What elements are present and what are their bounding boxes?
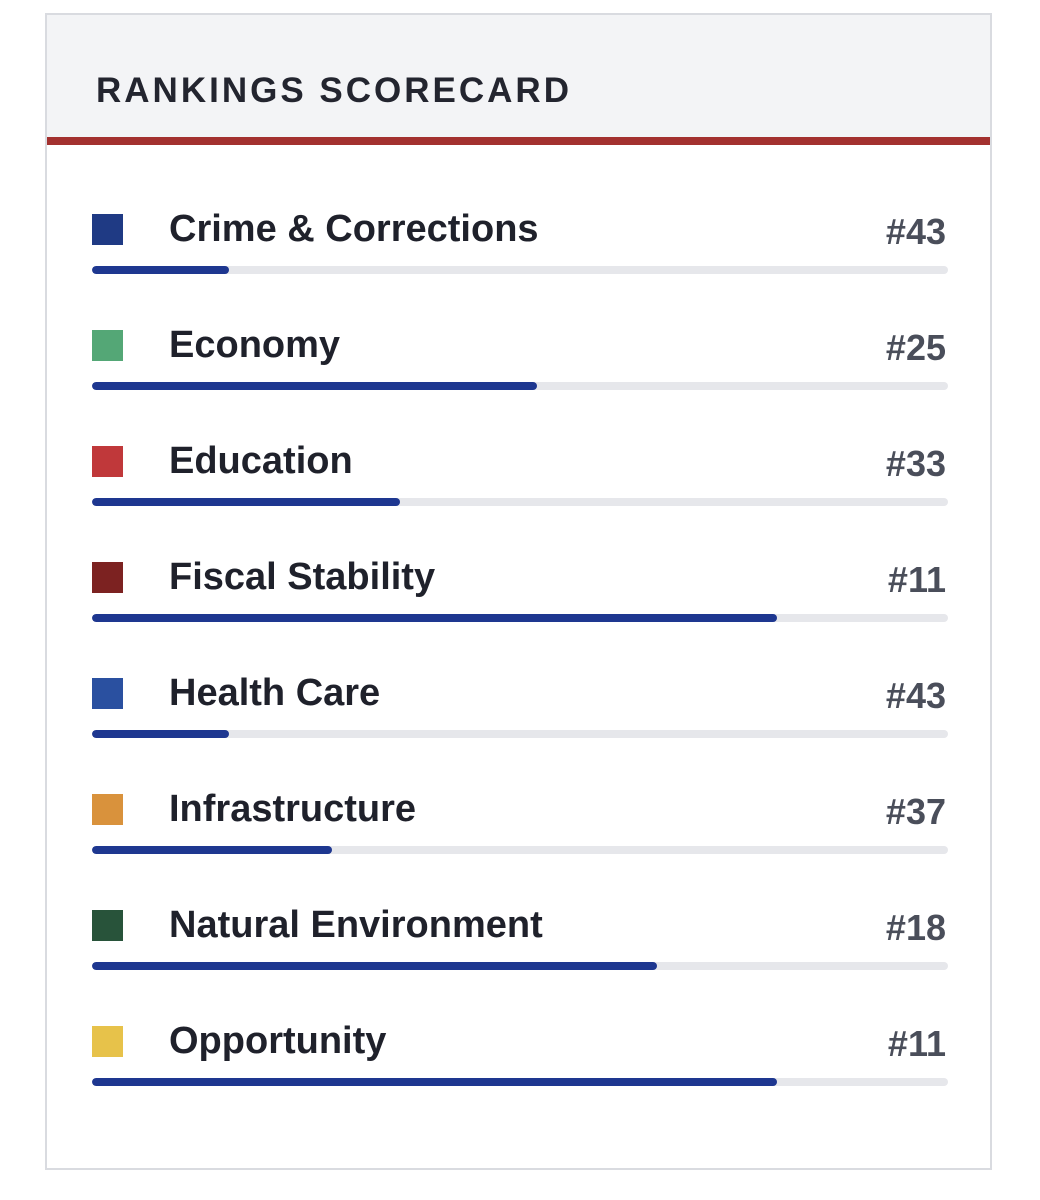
rank-progress-fill [92, 266, 229, 274]
category-rank: #11 [887, 1023, 946, 1064]
category-label: Education [169, 440, 353, 482]
category-label: Opportunity [169, 1020, 387, 1062]
category-rank: #18 [885, 907, 946, 948]
scorecard-row: Infrastructure #37 [47, 788, 990, 910]
category-label: Fiscal Stability [169, 556, 436, 598]
rank-progress-track [92, 382, 948, 390]
category-label: Health Care [169, 672, 381, 714]
category-label: Infrastructure [169, 788, 417, 830]
scorecard-row: Health Care #43 [47, 672, 990, 794]
rank-progress-fill [92, 846, 332, 854]
rank-progress-track [92, 498, 948, 506]
category-color-swatch [92, 330, 123, 361]
category-label: Economy [169, 324, 341, 366]
category-rank: #33 [885, 443, 946, 484]
scorecard-row: Economy #25 [47, 324, 990, 446]
category-color-swatch [92, 794, 123, 825]
rank-progress-fill [92, 1078, 777, 1086]
category-rank: #11 [887, 559, 946, 600]
category-color-swatch [92, 910, 123, 941]
rank-progress-track [92, 962, 948, 970]
rank-progress-fill [92, 498, 401, 506]
rank-progress-fill [92, 382, 538, 390]
scorecard-row: Education #33 [47, 440, 990, 562]
rank-progress-track [92, 614, 948, 622]
rank-progress-track [92, 846, 948, 854]
scorecard-title: RANKINGS SCORECARD [96, 71, 572, 110]
category-color-swatch [92, 446, 123, 477]
scorecard-row: Fiscal Stability #11 [47, 556, 990, 678]
rank-progress-fill [92, 614, 777, 622]
rankings-scorecard-card: RANKINGS SCORECARD Crime & Corrections #4… [45, 13, 992, 1170]
rank-progress-fill [92, 730, 229, 738]
category-color-swatch [92, 214, 123, 245]
category-rank: #25 [885, 327, 946, 368]
category-rank: #37 [885, 791, 946, 832]
category-label: Crime & Corrections [169, 208, 539, 250]
scorecard-header: RANKINGS SCORECARD [47, 15, 990, 145]
category-color-swatch [92, 562, 123, 593]
rank-progress-track [92, 266, 948, 274]
category-color-swatch [92, 678, 123, 709]
category-label: Natural Environment [169, 904, 543, 946]
category-color-swatch [92, 1026, 123, 1057]
scorecard-row: Natural Environment #18 [47, 904, 990, 1026]
category-rank: #43 [885, 211, 946, 252]
scorecard-row: Opportunity #11 [47, 1020, 990, 1142]
rank-progress-fill [92, 962, 657, 970]
rank-progress-track [92, 1078, 948, 1086]
rank-progress-track [92, 730, 948, 738]
category-rank: #43 [885, 675, 946, 716]
scorecard-row: Crime & Corrections #43 [47, 208, 990, 330]
